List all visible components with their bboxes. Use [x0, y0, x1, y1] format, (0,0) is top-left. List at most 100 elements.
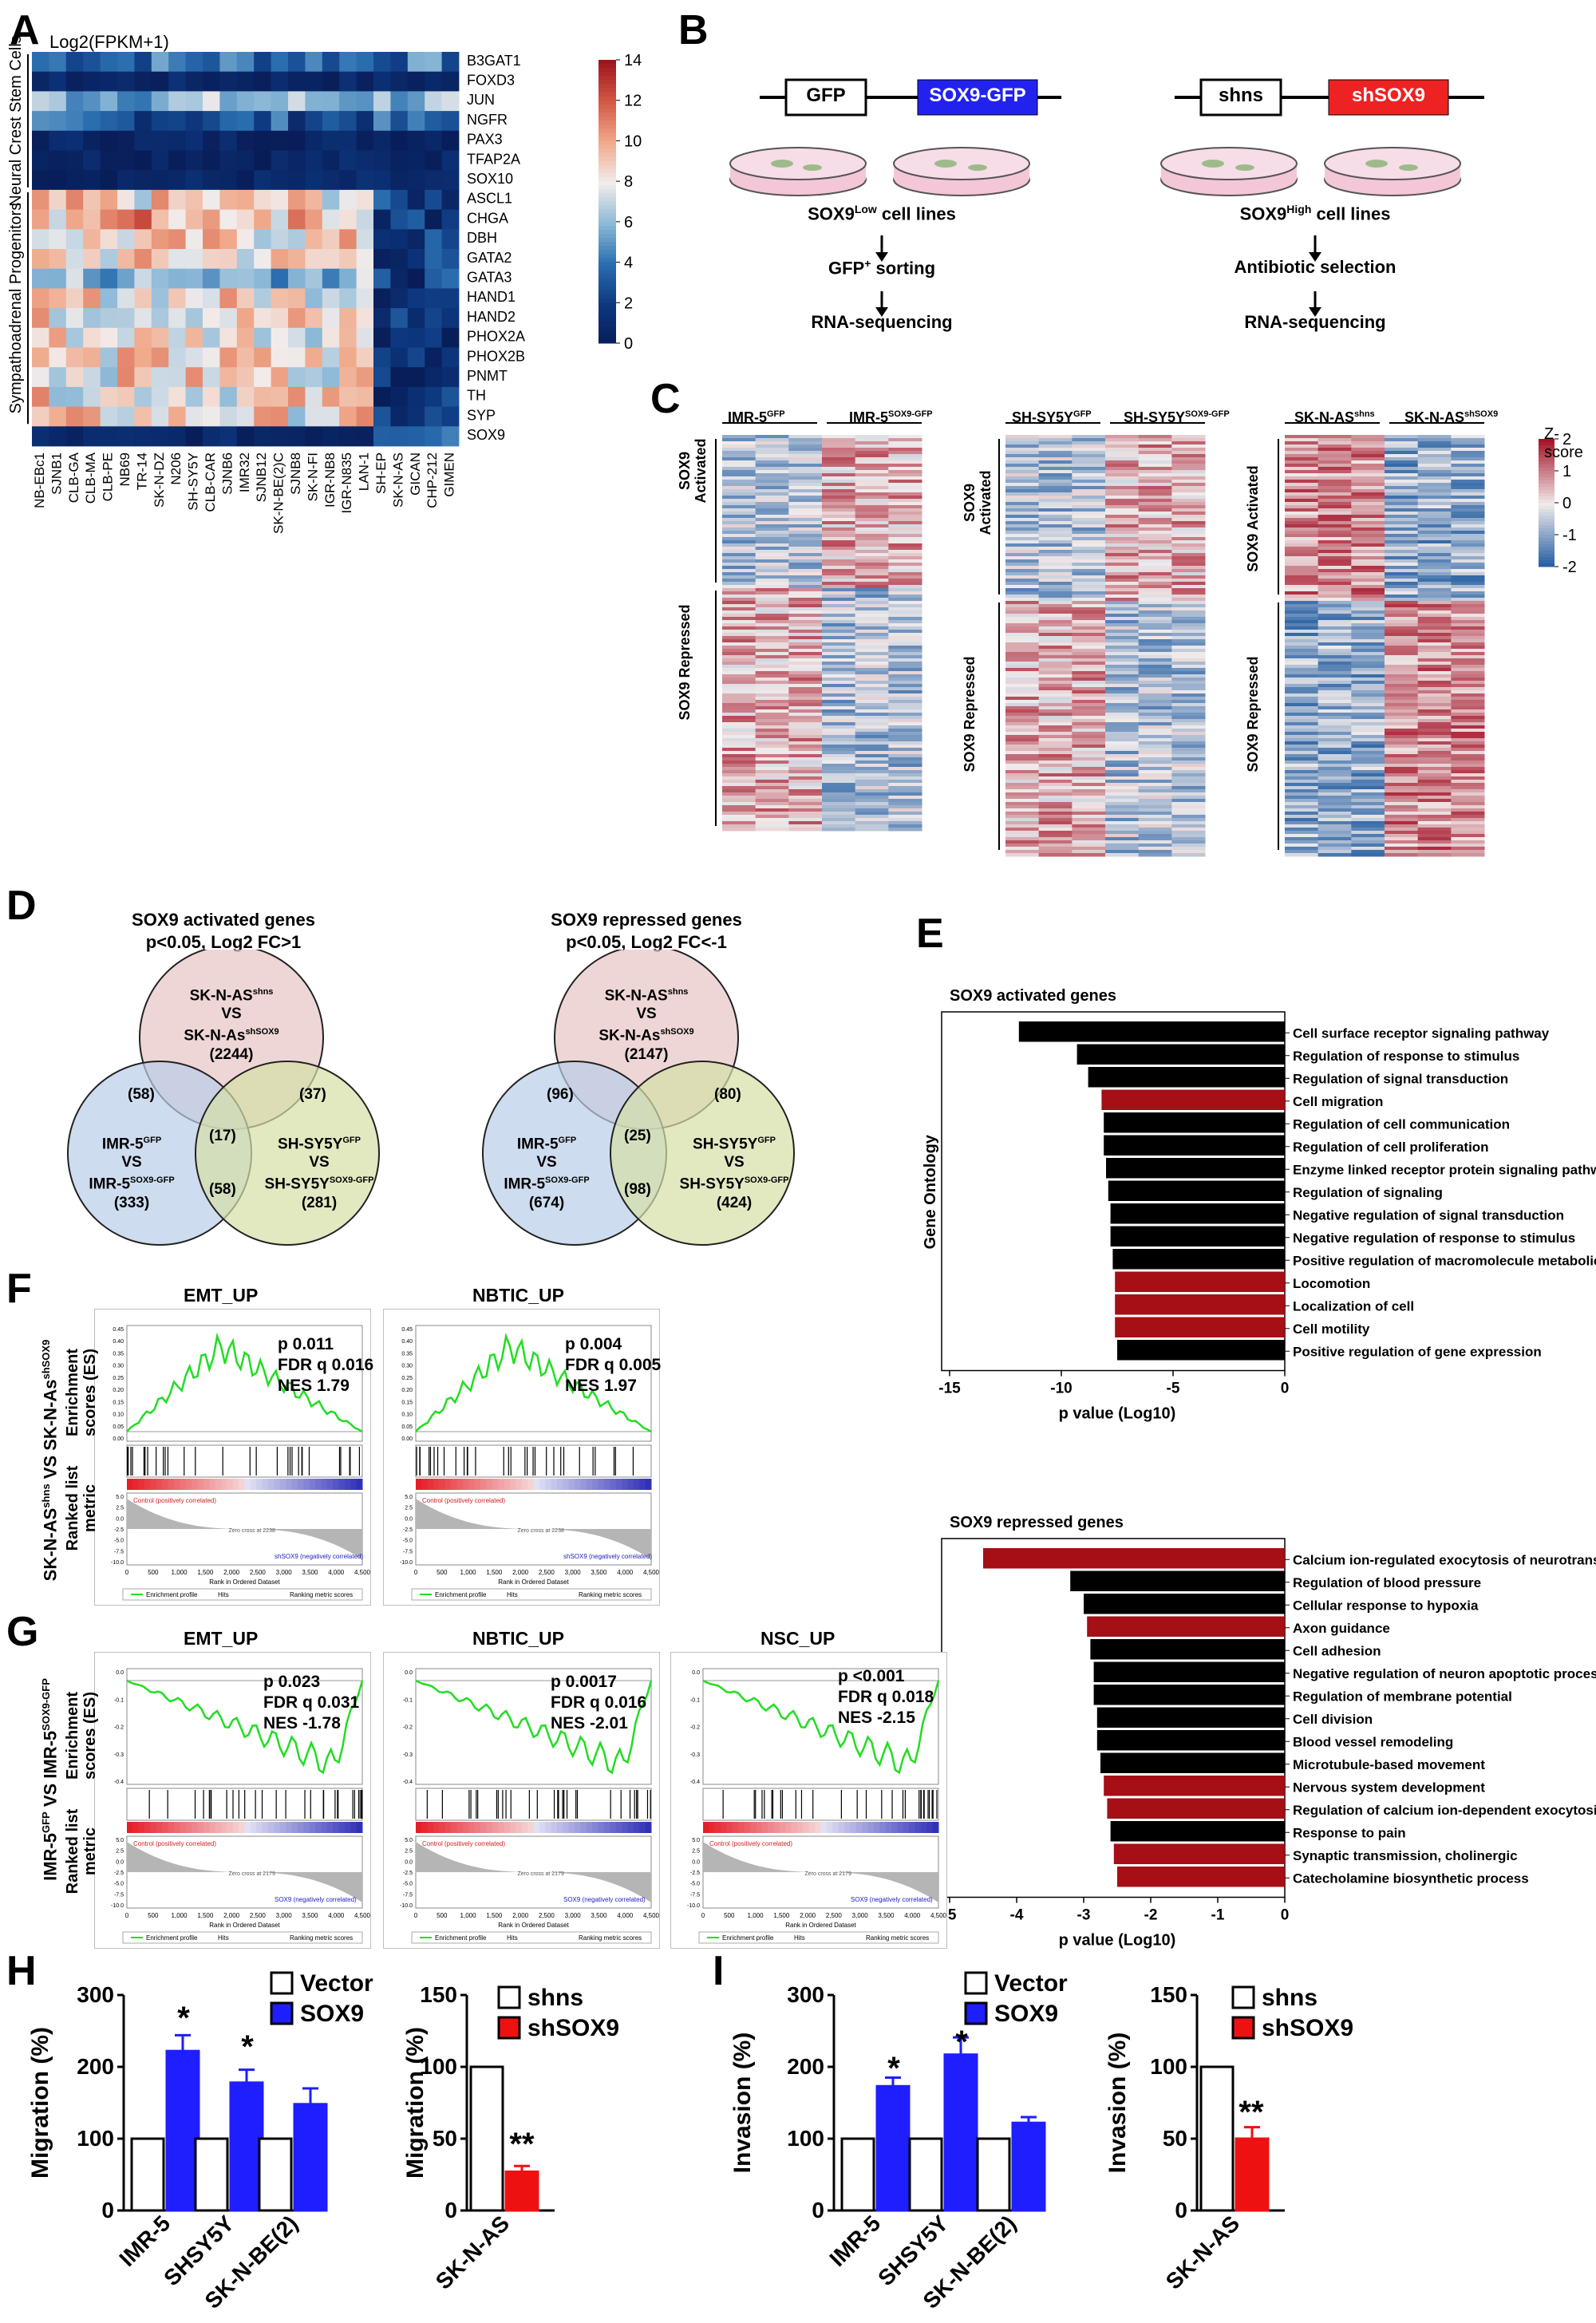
c-heatmap-cell: [1138, 735, 1172, 739]
c-heatmap-cell: [1105, 610, 1140, 614]
heatmap-cell: [65, 308, 84, 329]
c-heatmap-cell: [1385, 847, 1419, 851]
c-heatmap-cell: [1072, 531, 1106, 535]
c-heatmap-cell: [1285, 540, 1319, 544]
go-category-label: Negative regulation of neuron apoptotic …: [1293, 1666, 1596, 1681]
c-heatmap-cell: [1038, 674, 1073, 678]
c-heatmap-cell: [1072, 812, 1106, 816]
c-heatmap-cell: [1385, 850, 1419, 854]
heatmap-cell: [407, 367, 425, 388]
c-heatmap-cell: [755, 444, 789, 448]
heatmap-cell: [203, 288, 220, 309]
c-heatmap-cell: [1317, 840, 1352, 844]
heatmap-cell: [65, 288, 84, 309]
heatmap-cell: [425, 130, 442, 151]
c-heatmap-cell: [855, 601, 889, 605]
gsea-xtick-label: 2,500: [539, 1569, 555, 1576]
c-heatmap-cell: [1451, 595, 1485, 599]
go-category-label: Regulation of membrane potential: [1293, 1689, 1512, 1704]
c-heatmap-cell: [1005, 515, 1040, 519]
gsea-ytick-label: 0.05: [401, 1424, 413, 1430]
c-heatmap-cell: [1038, 454, 1073, 458]
colorbar-segment: [598, 225, 616, 231]
c-heatmap-cell: [788, 722, 823, 726]
c-heatmap-cell: [1038, 783, 1073, 787]
c-heatmap-cell: [1351, 703, 1385, 707]
c-heatmap-cell: [1005, 741, 1040, 745]
c-heatmap-cell: [1317, 620, 1352, 624]
c-heatmap-cell: [755, 508, 789, 512]
heatmap-cell: [441, 367, 460, 388]
gsea-neg-label: SOX9 (negatively correlated): [851, 1896, 933, 1903]
gsea-xtick-label: 1,000: [460, 1569, 477, 1576]
c-heatmap-cell: [1005, 524, 1040, 528]
heatmap-cell: [100, 111, 118, 132]
c-heatmap-cell: [1171, 674, 1206, 678]
colorbar-segment: [598, 201, 616, 207]
c-heatmap-cell: [1005, 831, 1040, 835]
c-heatmap-cell: [1171, 435, 1206, 439]
c-heatmap-cell: [1038, 441, 1073, 445]
heatmap-cell: [425, 347, 442, 368]
gsea-rank-bar: [468, 1822, 476, 1833]
c-heatmap-cell: [1417, 579, 1452, 583]
c-heatmap-cell: [1285, 457, 1319, 461]
c-heatmap-cell: [1138, 639, 1172, 643]
gsea-rank-tick-label: 0.0: [116, 1859, 124, 1865]
c-heatmap-cell: [1038, 824, 1073, 828]
c-heatmap-cell: [1072, 454, 1106, 458]
heatmap-cell: [305, 52, 323, 73]
c-heatmap-cell: [1451, 828, 1485, 832]
heatmap-cell: [83, 189, 101, 210]
heatmap-cell: [271, 288, 289, 309]
c-heatmap-cell: [855, 515, 889, 519]
gsea-rank-bar: [268, 1479, 275, 1490]
c-heatmap-cell: [722, 566, 757, 570]
c-heatmap-cell: [1385, 527, 1419, 531]
c-heatmap-cell: [1105, 786, 1140, 790]
gsea-rank-bar: [185, 1822, 192, 1833]
c-heatmap-cell: [1317, 524, 1352, 528]
c-heatmap-cell: [888, 821, 922, 825]
c-heatmap-cell: [1138, 837, 1172, 841]
c-heatmap-cell: [788, 802, 823, 806]
c-heatmap-cell: [788, 789, 823, 793]
heatmap-cell: [100, 189, 118, 210]
c-heatmap-cell: [822, 630, 856, 634]
c-heatmap-cell: [755, 799, 789, 803]
c-heatmap-cell: [1105, 706, 1140, 710]
bar-shsox9: [504, 2170, 539, 2212]
c-heatmap-cell: [822, 457, 856, 461]
c-heatmap-cell: [822, 582, 856, 586]
c-heatmap-cell: [1285, 460, 1319, 464]
gsea-rank-bar: [150, 1479, 157, 1490]
bar-ytick-label: 0: [444, 2198, 457, 2222]
c-heatmap-cell: [855, 706, 889, 710]
gsea-rank-bar: [633, 1822, 640, 1833]
c-heatmap-cell: [1138, 646, 1172, 650]
c-heatmap-cell: [1105, 828, 1140, 832]
c-heatmap-cell: [1038, 435, 1073, 439]
c-heatmap-cell: [1451, 738, 1485, 742]
gsea-xtick-label: 3,000: [276, 1912, 293, 1919]
c-heatmap-cell: [1171, 725, 1206, 729]
heatmap-cell: [117, 170, 135, 191]
sox9-low-cell-lines: SOX9Low cell lines: [808, 203, 956, 224]
c-heatmap-cell: [1138, 799, 1172, 803]
c-heatmap-cell: [1417, 649, 1452, 653]
heatmap-cell: [271, 130, 289, 151]
gsea-rank-bar: [838, 1822, 845, 1833]
c-heatmap-cell: [855, 761, 889, 764]
gsea-rank-bar: [557, 1822, 563, 1833]
c-heatmap-cell: [1072, 751, 1106, 755]
heatmap-cell: [117, 426, 135, 447]
heatmap-cell: [236, 111, 255, 132]
c-heatmap-cell: [1351, 502, 1385, 506]
c-heatmap-cell: [1385, 824, 1419, 828]
c-heatmap-cell: [1038, 808, 1073, 812]
c-heatmap-cell: [1417, 847, 1452, 851]
c-heatmap-cell: [1072, 818, 1106, 822]
bar-ytick-label: 300: [77, 1982, 114, 2007]
gsea-rank-bar: [333, 1479, 339, 1490]
